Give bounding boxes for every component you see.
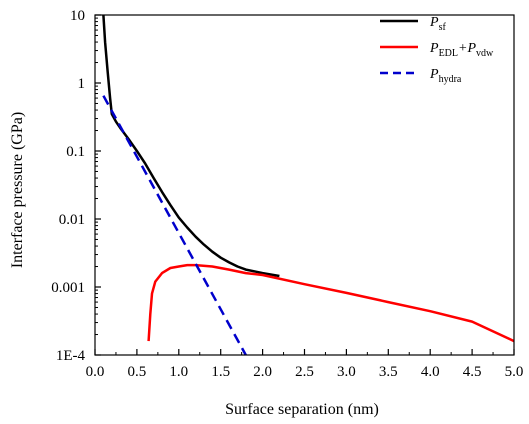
y-tick-label: 10 [70, 8, 85, 24]
series-line-0 [102, 14, 280, 278]
y-axis-label: Interface pressure (GPa) [9, 112, 26, 268]
x-tick-label: 4.5 [463, 364, 482, 380]
x-tick-label: 2.0 [253, 364, 272, 380]
x-tick-label: 1.0 [169, 364, 188, 380]
legend: Psf PEDL+Pvdw Phydra [380, 15, 494, 85]
x-tick-label: 5.0 [505, 364, 524, 380]
x-tick-label: 3.0 [337, 364, 356, 380]
x-tick-label: 0.5 [128, 364, 147, 380]
tick-labels: 0.0 0.5 1.0 1.5 2.0 2.5 3.0 3.5 4.0 4.5 5.0 1E-4 0.0… [51, 8, 523, 380]
legend-label-psf: Psf [429, 15, 446, 33]
series-layer [102, 14, 515, 356]
x-tick-label: 0.0 [86, 364, 105, 380]
y-tick-label: 1 [78, 76, 86, 92]
axes [94, 14, 515, 356]
y-tick-label: 0.1 [66, 144, 85, 160]
series-line-1 [147, 263, 515, 343]
x-tick-label: 1.5 [211, 364, 230, 380]
x-tick-label: 3.5 [379, 364, 398, 380]
x-tick-label: 2.5 [295, 364, 314, 380]
x-tick-label: 4.0 [421, 364, 440, 380]
y-tick-label: 0.01 [59, 212, 85, 228]
series-line-2 [102, 95, 247, 356]
y-tick-label: 1E-4 [56, 348, 86, 364]
y-tick-label: 0.001 [51, 280, 85, 296]
legend-label-phydra: Phydra [429, 67, 462, 85]
x-axis-label: Surface separation (nm) [225, 401, 379, 418]
legend-label-pedl-pvdw: PEDL+Pvdw [429, 41, 494, 59]
